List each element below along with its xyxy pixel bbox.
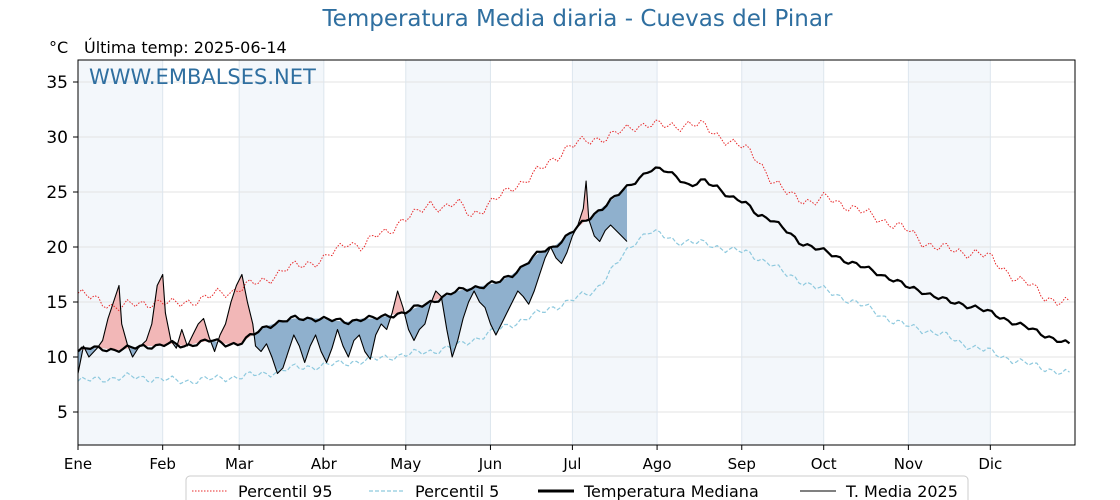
month-band	[405, 60, 491, 445]
legend-box	[185, 475, 969, 500]
x-tick-label: Oct	[811, 455, 837, 473]
y-tick-label: 5	[57, 403, 68, 423]
x-tick-label: Abr	[311, 455, 338, 473]
x-tick-label: Mar	[225, 455, 254, 473]
legend-label: T. Media 2025	[845, 482, 958, 500]
x-tick-label: May	[390, 455, 421, 473]
month-band	[78, 60, 163, 445]
above-median-fill	[177, 329, 188, 346]
below-median-fill	[551, 227, 577, 264]
x-tick-label: Sep	[728, 455, 756, 473]
series-line	[77, 229, 1070, 385]
x-tick-label: Jun	[478, 455, 502, 473]
legend-label: Percentil 5	[415, 482, 499, 500]
plot-frame	[77, 59, 1076, 446]
below-median-fill	[442, 248, 550, 357]
below-median-fill	[254, 313, 393, 374]
series-line	[77, 180, 628, 375]
legend-label: Percentil 95	[238, 482, 333, 500]
y-tick-label: 20	[46, 238, 68, 258]
month-band	[239, 60, 324, 445]
below-median-fill	[210, 340, 218, 352]
y-tick-label: 30	[46, 128, 68, 148]
above-median-fill	[576, 181, 589, 229]
deviation-fills	[78, 181, 627, 374]
x-axis: Ene Feb Mar Abr May Jun Jul Ago Sep Oct Nov Dic	[64, 445, 1002, 473]
legend-label: Temperatura Mediana	[583, 482, 759, 500]
y-tick-label: 35	[46, 73, 68, 93]
x-tick-label: Jul	[562, 455, 581, 473]
above-median-fill	[97, 285, 130, 351]
x-tick-label: Dic	[978, 455, 1002, 473]
series-line	[77, 119, 1070, 312]
series-line	[77, 166, 1071, 353]
grid-lines	[77, 60, 1075, 445]
last-temp-label: Última temp: 2025-06-14	[84, 38, 287, 57]
month-band	[741, 60, 824, 445]
month-bands	[78, 60, 991, 445]
y-unit-label: °C	[49, 38, 69, 57]
below-median-fill	[404, 300, 432, 341]
series-lines	[77, 119, 1071, 385]
below-median-fill	[588, 187, 627, 242]
month-band	[572, 60, 658, 445]
below-median-fill	[173, 343, 178, 349]
y-tick-label: 15	[46, 293, 68, 313]
x-tick-label: Ene	[64, 455, 92, 473]
y-tick-label: 25	[46, 183, 68, 203]
y-axis: 5 10 15 20 25 30 35	[46, 73, 78, 423]
legend: Percentil 95 Percentil 5 Temperatura Media…	[185, 475, 969, 500]
x-tick-label: Ago	[643, 455, 672, 473]
above-median-fill	[392, 291, 405, 315]
month-band	[908, 60, 991, 445]
above-median-fill	[140, 274, 174, 347]
above-median-fill	[431, 291, 442, 302]
y-tick-label: 10	[46, 348, 68, 368]
x-tick-label: Nov	[894, 455, 923, 473]
chart-title: Temperatura Media diaria - Cuevas del Pi…	[322, 6, 833, 32]
x-tick-label: Feb	[149, 455, 176, 473]
watermark: WWW.EMBALSES.NET	[89, 65, 316, 89]
